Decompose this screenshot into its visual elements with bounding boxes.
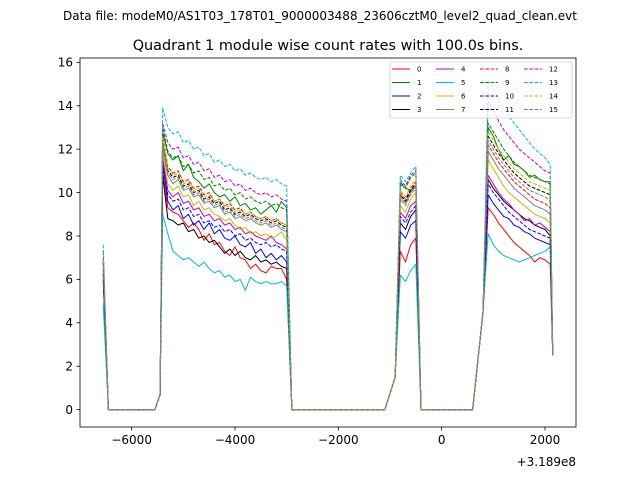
- legend-label: 5: [461, 79, 465, 87]
- legend-label: 14: [549, 93, 558, 101]
- legend-label: 3: [417, 106, 421, 114]
- x-tick-label: −6000: [111, 433, 152, 447]
- y-tick-label: 10: [58, 186, 73, 200]
- series-layer: [102, 79, 554, 411]
- x-offset-label: +3.189e8: [517, 455, 576, 469]
- chart-suptitle: Data file: modeM0/AS1T03_178T01_90000034…: [63, 9, 577, 23]
- legend-label: 7: [461, 106, 465, 114]
- legend-label: 1: [417, 79, 421, 87]
- y-tick-label: 8: [65, 229, 73, 243]
- y-tick-label: 0: [65, 403, 73, 417]
- series-line-15: [102, 139, 554, 411]
- legend-label: 11: [505, 106, 514, 114]
- legend-label: 8: [505, 66, 509, 74]
- x-tick-label: 0: [438, 433, 446, 447]
- y-tick-label: 12: [58, 142, 73, 156]
- legend-label: 4: [461, 66, 466, 74]
- y-tick-label: 6: [65, 273, 73, 287]
- y-tick-label: 2: [65, 360, 73, 374]
- chart-title: Quadrant 1 module wise count rates with …: [133, 38, 524, 54]
- x-tick-label: 2000: [530, 433, 561, 447]
- legend-label: 15: [549, 106, 558, 114]
- legend-label: 12: [549, 66, 558, 74]
- y-tick-label: 14: [58, 99, 73, 113]
- legend-label: 6: [461, 93, 466, 101]
- legend-label: 0: [417, 66, 421, 74]
- legend-label: 10: [505, 93, 514, 101]
- plot-frame: [79, 57, 577, 428]
- legend-label: 9: [505, 79, 509, 87]
- y-axis: 0 2 4 6 8 10 12 14 16: [58, 56, 80, 417]
- x-tick-label: −2000: [318, 433, 359, 447]
- x-axis: −6000 −4000 −2000 0 2000: [111, 427, 560, 447]
- x-tick-label: −4000: [215, 433, 256, 447]
- y-tick-label: 4: [65, 316, 73, 330]
- y-tick-label: 16: [58, 56, 73, 70]
- series-line-14: [102, 131, 554, 411]
- legend-label: 13: [549, 79, 558, 87]
- legend-label: 2: [417, 93, 421, 101]
- legend-frame: [389, 61, 573, 119]
